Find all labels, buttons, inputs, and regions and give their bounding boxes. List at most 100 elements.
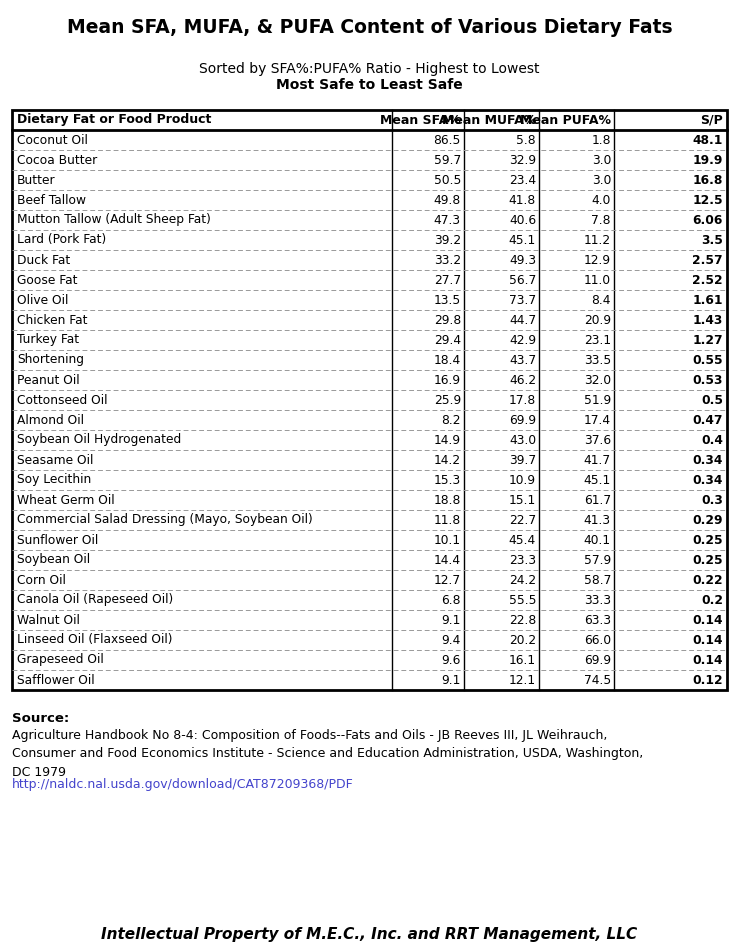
Text: 16.8: 16.8 — [692, 173, 723, 187]
Text: Cottonseed Oil: Cottonseed Oil — [17, 393, 107, 407]
Text: 14.9: 14.9 — [434, 433, 461, 446]
Text: Shortening: Shortening — [17, 353, 84, 367]
Text: 18.8: 18.8 — [434, 493, 461, 506]
Text: 12.9: 12.9 — [584, 253, 611, 267]
Text: Chicken Fat: Chicken Fat — [17, 313, 87, 327]
Text: 33.2: 33.2 — [434, 253, 461, 267]
Text: 41.8: 41.8 — [508, 193, 536, 207]
Text: 44.7: 44.7 — [509, 313, 536, 327]
Text: 74.5: 74.5 — [584, 673, 611, 686]
Text: S/P: S/P — [701, 113, 723, 127]
Text: 15.3: 15.3 — [434, 473, 461, 486]
Text: 22.8: 22.8 — [508, 613, 536, 626]
Text: Cocoa Butter: Cocoa Butter — [17, 153, 98, 167]
Text: 39.2: 39.2 — [434, 233, 461, 247]
Text: Mean MUFA%: Mean MUFA% — [442, 113, 536, 127]
Text: 69.9: 69.9 — [509, 413, 536, 426]
Text: 3.0: 3.0 — [592, 173, 611, 187]
Text: 16.1: 16.1 — [509, 653, 536, 666]
Text: Source:: Source: — [12, 712, 69, 725]
Text: 63.3: 63.3 — [584, 613, 611, 626]
Text: 66.0: 66.0 — [584, 633, 611, 646]
Text: 57.9: 57.9 — [584, 553, 611, 566]
Text: 0.34: 0.34 — [692, 473, 723, 486]
Text: 46.2: 46.2 — [509, 373, 536, 387]
Text: 41.7: 41.7 — [584, 453, 611, 466]
Text: 45.1: 45.1 — [508, 233, 536, 247]
Text: 20.9: 20.9 — [584, 313, 611, 327]
Text: 47.3: 47.3 — [434, 213, 461, 227]
Text: 22.7: 22.7 — [509, 513, 536, 526]
Text: 43.0: 43.0 — [509, 433, 536, 446]
Text: 58.7: 58.7 — [584, 573, 611, 586]
Text: Beef Tallow: Beef Tallow — [17, 193, 86, 207]
Text: Corn Oil: Corn Oil — [17, 573, 66, 586]
Text: 0.53: 0.53 — [692, 373, 723, 387]
Text: 2.57: 2.57 — [692, 253, 723, 267]
Text: 11.2: 11.2 — [584, 233, 611, 247]
Text: Intellectual Property of M.E.C., Inc. and RRT Management, LLC: Intellectual Property of M.E.C., Inc. an… — [101, 927, 638, 942]
Text: Olive Oil: Olive Oil — [17, 293, 69, 307]
Text: 27.7: 27.7 — [434, 273, 461, 287]
Text: 37.6: 37.6 — [584, 433, 611, 446]
Text: Mean PUFA%: Mean PUFA% — [520, 113, 611, 127]
Text: 6.8: 6.8 — [441, 593, 461, 606]
Text: Sorted by SFA%:PUFA% Ratio - Highest to Lowest: Sorted by SFA%:PUFA% Ratio - Highest to … — [200, 62, 539, 76]
Text: Seasame Oil: Seasame Oil — [17, 453, 93, 466]
Text: Wheat Germ Oil: Wheat Germ Oil — [17, 493, 115, 506]
Text: 7.8: 7.8 — [591, 213, 611, 227]
Text: 69.9: 69.9 — [584, 653, 611, 666]
Text: 9.1: 9.1 — [442, 613, 461, 626]
Text: 43.7: 43.7 — [509, 353, 536, 367]
Text: Almond Oil: Almond Oil — [17, 413, 84, 426]
Text: Most Safe to Least Safe: Most Safe to Least Safe — [276, 78, 463, 92]
Text: 50.5: 50.5 — [434, 173, 461, 187]
Text: 0.12: 0.12 — [692, 673, 723, 686]
Text: 8.4: 8.4 — [591, 293, 611, 307]
Text: 29.8: 29.8 — [434, 313, 461, 327]
Text: Soy Lecithin: Soy Lecithin — [17, 473, 91, 486]
Text: 0.3: 0.3 — [701, 493, 723, 506]
Text: 10.9: 10.9 — [509, 473, 536, 486]
Text: 0.47: 0.47 — [692, 413, 723, 426]
Text: Sunflower Oil: Sunflower Oil — [17, 533, 98, 546]
Text: 55.5: 55.5 — [508, 593, 536, 606]
Text: 0.2: 0.2 — [701, 593, 723, 606]
Text: 39.7: 39.7 — [509, 453, 536, 466]
Text: 61.7: 61.7 — [584, 493, 611, 506]
Text: 3.0: 3.0 — [592, 153, 611, 167]
Text: 14.2: 14.2 — [434, 453, 461, 466]
Text: 8.2: 8.2 — [441, 413, 461, 426]
Text: 9.1: 9.1 — [442, 673, 461, 686]
Text: Dietary Fat or Food Product: Dietary Fat or Food Product — [17, 113, 211, 127]
Text: 17.8: 17.8 — [508, 393, 536, 407]
Text: 51.9: 51.9 — [584, 393, 611, 407]
Text: Soybean Oil: Soybean Oil — [17, 553, 90, 566]
Text: Linseed Oil (Flaxseed Oil): Linseed Oil (Flaxseed Oil) — [17, 633, 172, 646]
Text: Peanut Oil: Peanut Oil — [17, 373, 80, 387]
Text: 33.5: 33.5 — [584, 353, 611, 367]
Text: 0.14: 0.14 — [692, 613, 723, 626]
Text: 45.4: 45.4 — [508, 533, 536, 546]
Text: Turkey Fat: Turkey Fat — [17, 333, 79, 347]
Text: 11.8: 11.8 — [434, 513, 461, 526]
Text: 0.4: 0.4 — [701, 433, 723, 446]
Text: 0.25: 0.25 — [692, 553, 723, 566]
Text: 23.3: 23.3 — [509, 553, 536, 566]
Text: 2.52: 2.52 — [692, 273, 723, 287]
Text: 0.29: 0.29 — [692, 513, 723, 526]
Text: 1.61: 1.61 — [692, 293, 723, 307]
Text: 32.9: 32.9 — [509, 153, 536, 167]
Text: 59.7: 59.7 — [434, 153, 461, 167]
Text: 0.34: 0.34 — [692, 453, 723, 466]
Text: 10.1: 10.1 — [434, 533, 461, 546]
Text: 49.3: 49.3 — [509, 253, 536, 267]
Text: 9.4: 9.4 — [442, 633, 461, 646]
Text: 0.14: 0.14 — [692, 653, 723, 666]
Text: Canola Oil (Rapeseed Oil): Canola Oil (Rapeseed Oil) — [17, 593, 173, 606]
Text: Mean SFA%: Mean SFA% — [380, 113, 461, 127]
Text: 1.43: 1.43 — [692, 313, 723, 327]
Text: 0.5: 0.5 — [701, 393, 723, 407]
Text: Butter: Butter — [17, 173, 55, 187]
Text: 6.06: 6.06 — [692, 213, 723, 227]
